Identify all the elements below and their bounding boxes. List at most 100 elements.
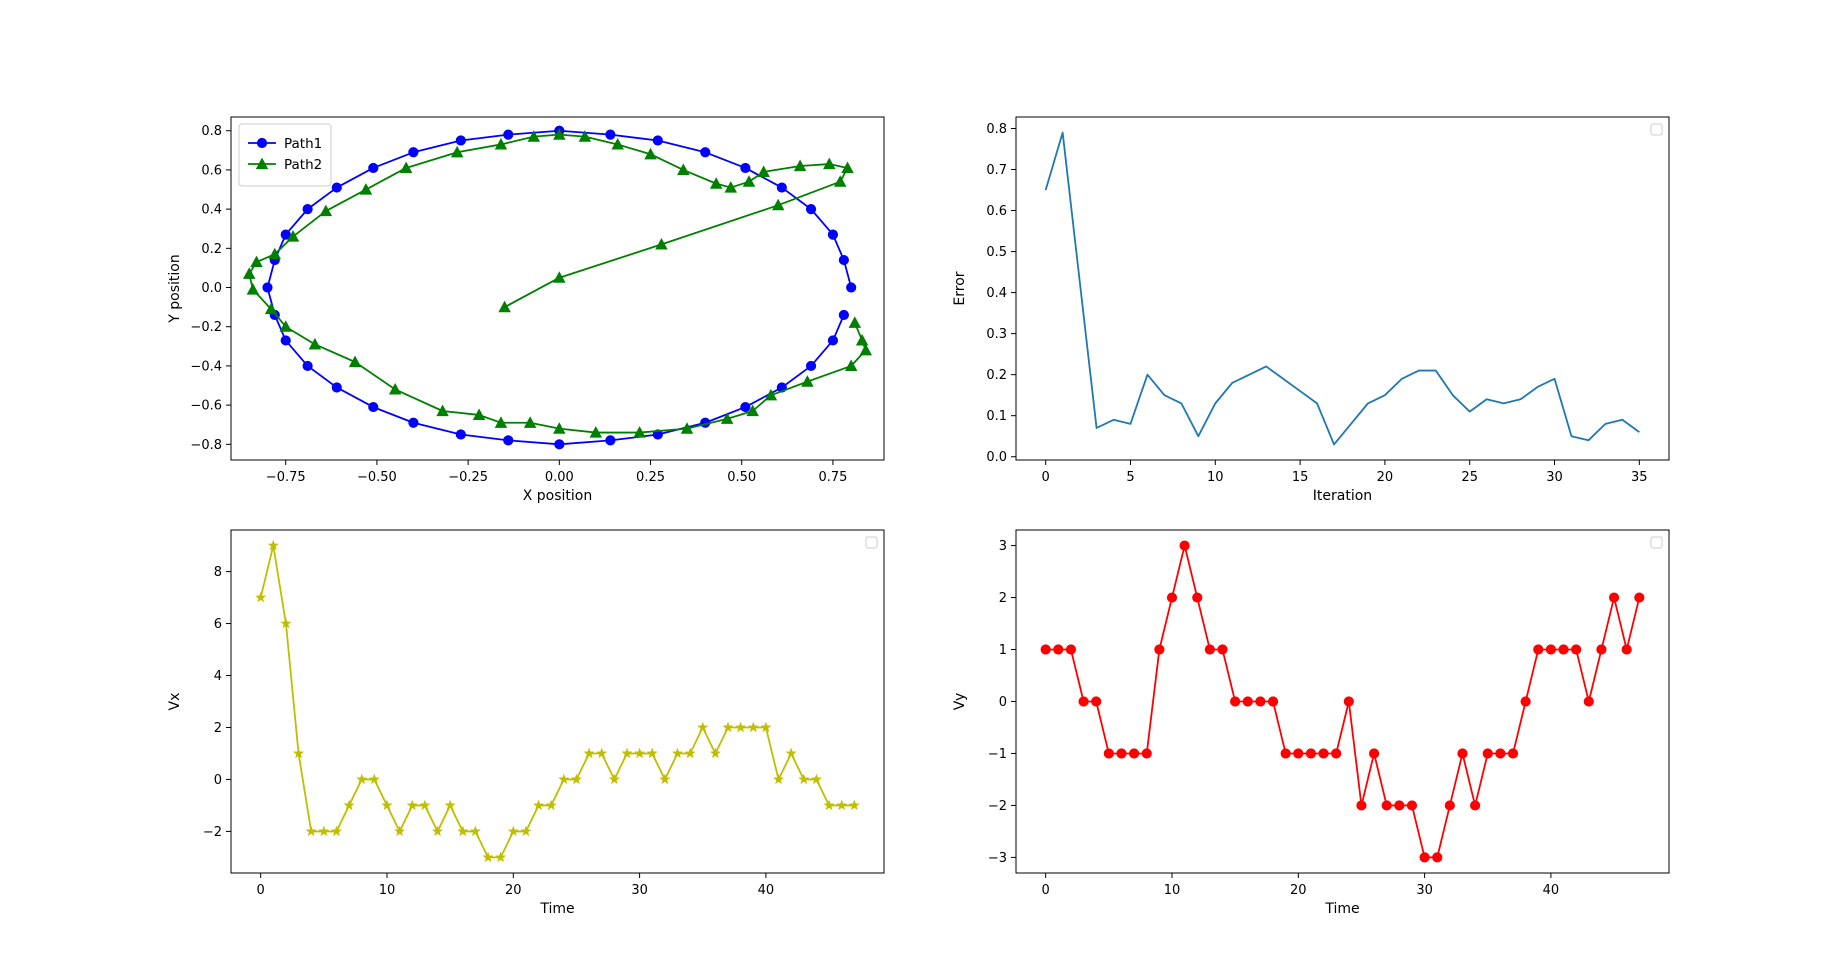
x-tick-label: 25 xyxy=(1461,470,1478,485)
data-point-1-14 xyxy=(1217,644,1228,655)
data-point-2-2 xyxy=(655,237,668,250)
data-point-1-33 xyxy=(671,747,684,759)
data-point-1-37 xyxy=(722,721,734,733)
data-point-1-16 xyxy=(457,825,469,837)
data-point-1-10 xyxy=(381,799,393,811)
x-tick-label: 40 xyxy=(1543,883,1560,898)
data-point-2-31 xyxy=(348,355,362,368)
data-point-1-47 xyxy=(848,799,860,811)
data-point-1-24 xyxy=(408,417,419,428)
data-point-2-18 xyxy=(494,137,508,150)
y-tick-label: −0.8 xyxy=(190,438,222,453)
x-tick-label: −0.50 xyxy=(357,470,397,485)
data-point-1-8 xyxy=(1141,748,1152,759)
data-point-1-40 xyxy=(760,721,772,733)
series-line-1 xyxy=(266,129,853,446)
y-tick-label: 1 xyxy=(999,643,1007,658)
data-point-1-34 xyxy=(684,747,696,759)
data-point-1-0 xyxy=(255,591,267,603)
y-tick-label: 0 xyxy=(214,773,222,788)
y-tick-label: 0.0 xyxy=(201,281,222,296)
data-point-1-6 xyxy=(330,825,343,837)
error-chart: 0 5 10 15 20 25 30 35 0.0 0.1 0.2 0.3 0.4 0.5 0.6 0.7 0.… xyxy=(952,116,1670,504)
y-tick-label: −0.6 xyxy=(190,399,222,414)
data-point-2-22 xyxy=(319,204,333,217)
data-point-1-25 xyxy=(1356,800,1367,811)
y-tick-label: 0.7 xyxy=(986,163,1007,178)
data-point-1-26 xyxy=(1368,748,1380,759)
data-point-2-9 xyxy=(742,175,756,187)
data-point-1-29 xyxy=(1406,800,1418,811)
data-point-2-3 xyxy=(771,198,785,211)
x-tick-label: 20 xyxy=(1290,883,1307,898)
data-point-1-36 xyxy=(1495,748,1506,759)
y-tick-label: 0.1 xyxy=(986,409,1007,424)
data-point-1-15 xyxy=(444,799,456,811)
data-point-2-7 xyxy=(793,159,807,172)
x-tick-label: 10 xyxy=(379,883,396,898)
plot-area xyxy=(243,125,872,450)
data-point-1-21 xyxy=(520,825,532,837)
x-axis-label: Iteration xyxy=(1313,488,1372,504)
data-point-1-3 xyxy=(292,747,305,759)
legend-label: Path1 xyxy=(284,136,322,152)
legend-marker xyxy=(255,157,269,170)
data-point-1-27 xyxy=(596,747,608,759)
data-point-1-20 xyxy=(280,335,291,346)
x-tick-label: 0.75 xyxy=(818,470,847,485)
x-tick-label: −0.25 xyxy=(448,470,488,485)
data-point-2-10 xyxy=(724,181,738,193)
axes-frame xyxy=(230,529,885,874)
data-point-1-22 xyxy=(1318,748,1329,759)
y-tick-label: 0.0 xyxy=(986,450,1007,465)
y-tick-label: 0.4 xyxy=(201,203,222,218)
data-point-1-24 xyxy=(558,773,570,785)
data-point-1-22 xyxy=(331,382,342,393)
data-point-2-30 xyxy=(308,337,322,350)
y-tick-label: 0.2 xyxy=(201,242,222,257)
data-point-1-28 xyxy=(608,773,620,785)
data-point-1-13 xyxy=(1204,644,1215,655)
data-point-2-27 xyxy=(246,283,260,295)
x-tick-label: 30 xyxy=(631,883,648,898)
data-point-1-9 xyxy=(368,773,381,785)
y-axis-label: Y position xyxy=(167,254,183,323)
y-tick-label: −3 xyxy=(988,851,1007,866)
data-point-1-8 xyxy=(356,773,368,785)
plot-area xyxy=(1040,540,1645,863)
data-point-2-12 xyxy=(677,163,690,176)
data-point-2-44 xyxy=(801,375,814,387)
data-point-1-26 xyxy=(583,747,595,759)
data-point-1-0 xyxy=(846,282,857,293)
data-point-1-24 xyxy=(1343,696,1354,707)
x-tick-label: 35 xyxy=(1631,470,1648,485)
data-point-2-40 xyxy=(680,422,694,434)
series-line-1 xyxy=(1045,544,1641,859)
data-point-1-36 xyxy=(709,747,722,759)
data-point-1-23 xyxy=(368,401,379,413)
vy-chart: 0 10 20 30 40 −3 −2 −1 0 1 2 3 Time Vy xyxy=(952,529,1670,917)
y-tick-label: 0.6 xyxy=(201,163,222,178)
empty-legend-box xyxy=(1650,123,1663,136)
data-point-1-6 xyxy=(1116,748,1127,759)
data-point-2-32 xyxy=(388,382,402,395)
data-point-2-19 xyxy=(450,145,464,158)
data-point-1-34 xyxy=(1470,800,1481,811)
data-point-1-31 xyxy=(740,401,751,413)
data-point-1-30 xyxy=(1419,852,1430,863)
data-point-1-43 xyxy=(1583,696,1594,707)
data-point-1-14 xyxy=(431,825,444,837)
data-point-2-8 xyxy=(757,165,770,177)
y-tick-label: 2 xyxy=(214,721,222,736)
data-point-1-14 xyxy=(331,182,342,193)
y-tick-label: 0.4 xyxy=(986,286,1007,301)
y-tick-label: 8 xyxy=(214,565,222,580)
y-tick-label: 0.5 xyxy=(986,245,1007,260)
axes-frame xyxy=(1015,116,1670,461)
data-point-2-1 xyxy=(553,271,566,283)
data-point-1-9 xyxy=(1154,644,1165,655)
data-point-1-19 xyxy=(495,851,507,863)
data-point-2-46 xyxy=(859,343,872,356)
y-tick-label: 0.3 xyxy=(986,327,1007,342)
data-point-1-12 xyxy=(408,147,419,158)
